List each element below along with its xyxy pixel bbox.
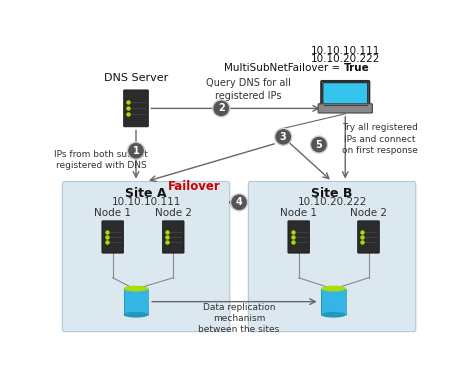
Text: Site B: Site B bbox=[311, 187, 353, 199]
FancyBboxPatch shape bbox=[124, 288, 148, 315]
Text: DNS Server: DNS Server bbox=[104, 73, 168, 83]
Text: MultiSubNetFailover =: MultiSubNetFailover = bbox=[224, 63, 344, 74]
Circle shape bbox=[275, 129, 292, 146]
Text: Data replication
mechanism
between the sites: Data replication mechanism between the s… bbox=[198, 303, 280, 334]
Text: Node 1: Node 1 bbox=[280, 208, 317, 218]
FancyBboxPatch shape bbox=[124, 90, 148, 127]
Text: Query DNS for all
registered IPs: Query DNS for all registered IPs bbox=[206, 78, 291, 101]
Text: Node 1: Node 1 bbox=[94, 208, 131, 218]
FancyBboxPatch shape bbox=[358, 221, 380, 253]
Text: 10.10.20.222: 10.10.20.222 bbox=[297, 196, 367, 207]
FancyBboxPatch shape bbox=[288, 221, 310, 253]
Text: Failover: Failover bbox=[168, 181, 220, 193]
Text: True: True bbox=[344, 63, 369, 74]
Circle shape bbox=[127, 142, 145, 159]
FancyBboxPatch shape bbox=[102, 221, 124, 253]
Ellipse shape bbox=[124, 286, 148, 291]
Text: 10.10.20.222: 10.10.20.222 bbox=[311, 54, 380, 64]
Text: 1: 1 bbox=[132, 146, 139, 156]
Ellipse shape bbox=[124, 312, 148, 317]
Text: IPs from both subnet
registered with DNS: IPs from both subnet registered with DNS bbox=[54, 150, 148, 170]
Text: 2: 2 bbox=[218, 103, 225, 113]
FancyBboxPatch shape bbox=[62, 182, 230, 332]
FancyBboxPatch shape bbox=[162, 221, 184, 253]
Ellipse shape bbox=[321, 312, 346, 317]
Text: Node 2: Node 2 bbox=[350, 208, 387, 218]
FancyBboxPatch shape bbox=[323, 83, 368, 106]
Text: 10.10.10.111: 10.10.10.111 bbox=[111, 196, 181, 207]
Circle shape bbox=[231, 194, 248, 211]
Text: Site A: Site A bbox=[125, 187, 167, 199]
Text: 4: 4 bbox=[236, 197, 242, 207]
FancyBboxPatch shape bbox=[318, 104, 373, 113]
FancyBboxPatch shape bbox=[321, 288, 346, 315]
FancyBboxPatch shape bbox=[249, 182, 416, 332]
Text: 10.10.10.111: 10.10.10.111 bbox=[311, 46, 380, 56]
Text: Try all registered
IPs and connect
on first response: Try all registered IPs and connect on fi… bbox=[342, 123, 418, 155]
Circle shape bbox=[310, 136, 328, 153]
Circle shape bbox=[213, 100, 230, 117]
Ellipse shape bbox=[321, 286, 346, 291]
Text: 3: 3 bbox=[280, 132, 286, 142]
Text: Node 2: Node 2 bbox=[155, 208, 192, 218]
Text: 5: 5 bbox=[315, 139, 322, 150]
